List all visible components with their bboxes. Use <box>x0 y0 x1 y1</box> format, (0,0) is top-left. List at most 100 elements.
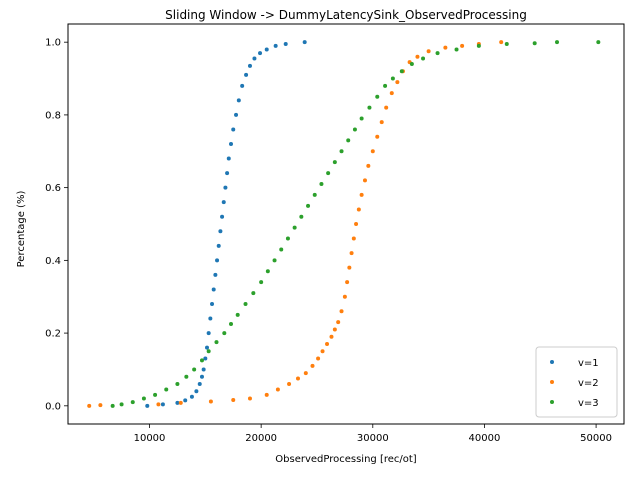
data-point <box>164 387 169 392</box>
x-tick-label: 50000 <box>580 433 612 444</box>
data-point <box>421 56 426 61</box>
data-point <box>153 392 158 397</box>
data-point <box>216 243 221 248</box>
data-point <box>555 40 560 45</box>
data-point <box>231 127 236 132</box>
data-point <box>395 80 400 85</box>
data-point <box>252 56 257 61</box>
data-point <box>156 402 161 407</box>
data-point <box>236 98 241 103</box>
data-point <box>370 149 375 154</box>
data-point <box>295 376 300 381</box>
data-point <box>225 171 230 176</box>
data-point <box>178 400 183 405</box>
series-2 <box>87 40 504 408</box>
legend-label: v=3 <box>578 398 599 409</box>
data-point <box>375 134 380 139</box>
legend-box <box>535 346 618 418</box>
y-tick-label: 0.0 <box>45 401 61 412</box>
data-point <box>302 40 307 45</box>
data-point <box>349 251 354 256</box>
data-point <box>229 142 233 146</box>
data-point <box>206 349 211 354</box>
chart-title: Sliding Window -> DummyLatencySink_Obser… <box>165 8 527 22</box>
data-point <box>201 367 206 372</box>
data-point <box>240 83 245 88</box>
data-point <box>220 214 225 219</box>
data-point <box>203 356 208 361</box>
y-tick-label: 0.6 <box>45 183 61 194</box>
data-point <box>199 374 204 379</box>
data-point <box>247 396 252 401</box>
legend-label: v=1 <box>578 358 599 369</box>
data-point <box>210 302 215 306</box>
data-point <box>383 83 388 88</box>
data-point <box>362 178 367 183</box>
x-tick-label: 40000 <box>469 433 501 444</box>
data-point <box>265 269 270 274</box>
data-point <box>222 331 227 336</box>
data-point <box>435 51 440 56</box>
data-point <box>366 163 371 168</box>
y-tick-label: 0.2 <box>45 329 61 340</box>
data-point <box>214 340 219 345</box>
data-point <box>272 258 277 263</box>
legend-label: v=2 <box>578 378 599 389</box>
data-point <box>354 222 359 226</box>
x-tick-label: 10000 <box>134 433 166 444</box>
data-point <box>145 403 150 408</box>
data-point <box>175 382 180 386</box>
data-point <box>339 309 344 314</box>
data-point <box>194 389 199 394</box>
data-point <box>119 402 124 407</box>
data-point <box>306 203 311 208</box>
data-point <box>299 214 304 219</box>
data-point <box>251 291 256 296</box>
data-point <box>426 49 431 54</box>
data-point <box>247 63 252 68</box>
data-point <box>184 374 189 379</box>
data-point <box>229 322 233 326</box>
data-point <box>415 54 420 59</box>
data-point <box>352 127 357 132</box>
y-tick-label: 0.4 <box>45 256 61 267</box>
data-point <box>499 40 504 45</box>
data-point <box>319 182 324 186</box>
data-point <box>273 43 278 48</box>
data-point <box>223 185 228 190</box>
data-point <box>399 69 404 74</box>
data-point <box>259 280 264 285</box>
data-point <box>264 392 269 397</box>
data-point <box>316 356 321 361</box>
data-point <box>460 43 465 48</box>
legend-marker <box>550 380 554 384</box>
data-point <box>258 51 263 56</box>
data-point <box>332 160 337 165</box>
data-point <box>342 294 347 299</box>
data-point <box>443 45 448 50</box>
y-tick-label: 0.8 <box>45 110 61 121</box>
data-point <box>213 272 218 277</box>
data-point <box>206 331 211 336</box>
data-point <box>160 402 165 407</box>
data-point <box>596 40 601 45</box>
data-point <box>356 207 361 212</box>
data-point <box>283 42 288 46</box>
data-point <box>192 367 197 372</box>
points-layer <box>87 40 601 408</box>
plot-frame <box>67 23 625 425</box>
data-point <box>384 105 389 110</box>
series-3 <box>110 40 601 408</box>
data-point <box>336 320 341 325</box>
legend-marker <box>550 400 554 404</box>
data-point <box>98 403 103 408</box>
data-point <box>390 76 395 81</box>
data-point <box>359 192 364 197</box>
data-point <box>292 225 297 230</box>
data-point <box>346 138 351 143</box>
data-point <box>504 42 509 46</box>
data-point <box>208 316 213 321</box>
